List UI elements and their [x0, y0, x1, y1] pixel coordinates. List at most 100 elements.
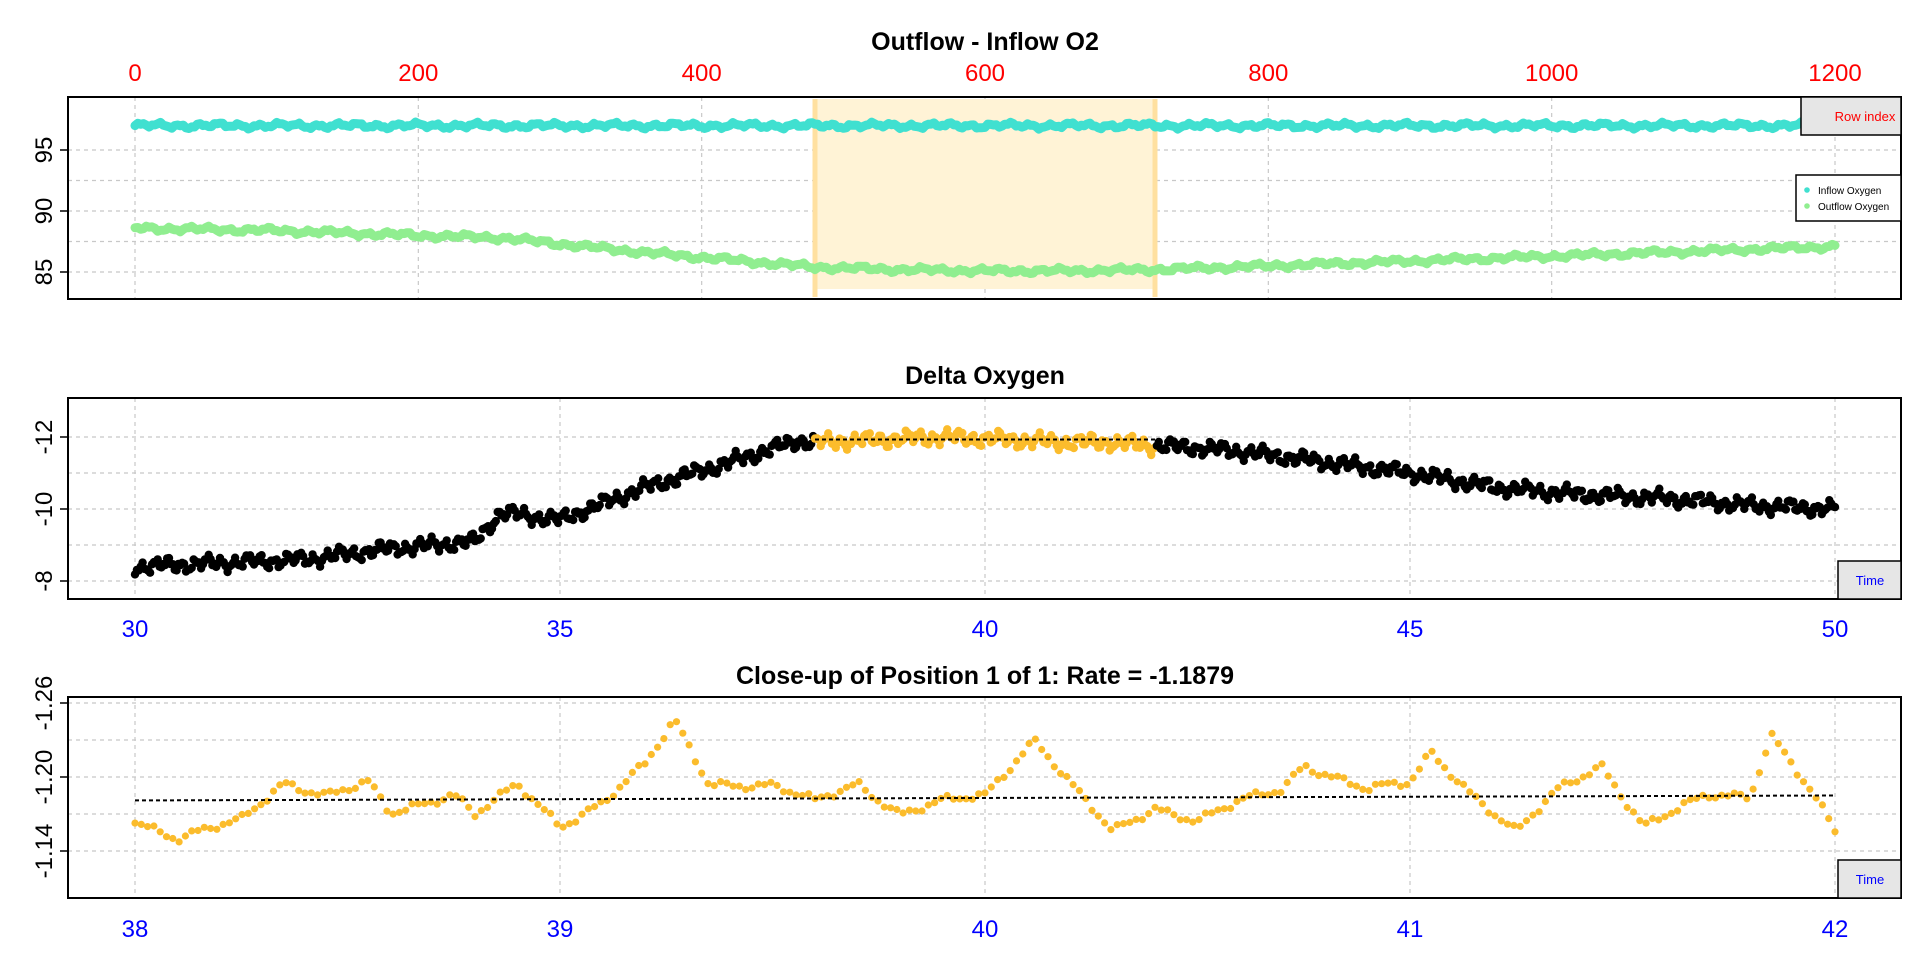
data-point: [1781, 748, 1789, 756]
data-point: [450, 545, 459, 554]
data-point: [1151, 803, 1159, 811]
data-point: [269, 787, 278, 795]
data-point: [761, 781, 769, 789]
data-point: [849, 781, 857, 789]
data-point: [1787, 758, 1795, 766]
data-point: [263, 797, 271, 805]
data-point: [238, 810, 246, 819]
data-point: [477, 807, 485, 815]
data-point: [987, 783, 995, 791]
data-point: [969, 430, 978, 440]
data-point: [540, 806, 548, 814]
data-point: [1094, 812, 1102, 820]
x-tick-label: 38: [122, 916, 149, 943]
series-line: [130, 117, 1840, 134]
data-point: [1472, 792, 1480, 801]
data-point: [1510, 821, 1518, 830]
data-point: [144, 823, 152, 831]
data-point: [395, 808, 403, 817]
data-point: [591, 803, 599, 811]
data-point: [1699, 791, 1707, 800]
x-tick-label: 41: [1397, 916, 1424, 943]
data-point: [219, 820, 227, 829]
data-point: [349, 544, 359, 553]
data-point: [1019, 750, 1027, 758]
data-point: [491, 516, 500, 526]
data-point: [1567, 779, 1575, 787]
data-point: [893, 805, 901, 814]
data-point: [1281, 459, 1290, 468]
data-point: [698, 769, 706, 777]
data-point: [1113, 821, 1121, 829]
data-point: [1409, 774, 1417, 782]
data-point: [1774, 740, 1782, 748]
data-point: [754, 454, 763, 463]
data-point: [1611, 781, 1619, 789]
data-point: [1273, 448, 1283, 457]
data-point: [654, 743, 662, 751]
data-point: [672, 480, 682, 489]
data-point: [968, 795, 977, 803]
data-point: [1623, 803, 1631, 812]
data-point: [1403, 781, 1411, 789]
data-point: [958, 428, 967, 438]
data-point: [786, 788, 794, 796]
grid: [68, 398, 1901, 599]
data-point: [1453, 778, 1461, 786]
data-point: [377, 793, 385, 801]
data-point: [661, 483, 670, 492]
data-point: [1012, 757, 1021, 765]
data-point: [603, 796, 611, 805]
data-point: [1145, 810, 1153, 818]
data-point: [1277, 788, 1285, 797]
data-point: [569, 515, 578, 525]
data-point: [1598, 760, 1606, 768]
data-point: [584, 805, 592, 813]
data-point: [672, 718, 681, 726]
data-point: [660, 735, 668, 743]
x-tick-label: 40: [972, 916, 999, 943]
data-point: [1831, 828, 1839, 836]
data-point: [735, 782, 744, 790]
data-point: [884, 442, 893, 451]
data-point: [1063, 772, 1071, 781]
data-point: [383, 807, 391, 815]
data-point: [276, 781, 284, 789]
y-tick-label: -1.14: [31, 824, 58, 879]
data-point: [1164, 806, 1172, 814]
data-point: [1789, 497, 1798, 506]
data-point: [153, 555, 162, 564]
data-point: [391, 542, 400, 551]
data-point: [1793, 771, 1801, 779]
data-point: [912, 807, 920, 815]
y-tick-label: 85: [31, 259, 58, 286]
data-point: [1132, 815, 1140, 824]
data-point: [1674, 807, 1682, 815]
data-point: [1220, 805, 1228, 813]
x-tick-label: 1200: [1808, 60, 1861, 87]
data-point: [1570, 493, 1579, 502]
data-point: [1138, 816, 1146, 824]
data-point: [414, 800, 422, 808]
data-point: [1825, 815, 1833, 823]
chart-title: Delta Oxygen: [905, 362, 1065, 390]
x-tick-label: 800: [1248, 60, 1288, 87]
data-point: [950, 436, 959, 445]
data-point: [1504, 820, 1512, 828]
data-point: [861, 786, 870, 794]
x-tick-label: 30: [122, 616, 149, 643]
data-point: [1088, 806, 1096, 815]
data-point: [981, 789, 989, 797]
data-point: [1497, 817, 1505, 825]
data-point: [578, 810, 586, 818]
data-point: [1283, 778, 1291, 787]
fit-line: [134, 794, 1836, 802]
x-tick-label: 45: [1397, 616, 1424, 643]
data-point: [1592, 764, 1600, 772]
data-point: [257, 801, 265, 809]
data-point: [865, 429, 874, 438]
data-point: [358, 778, 366, 786]
data-point: [1655, 816, 1663, 824]
data-point: [1300, 448, 1309, 458]
